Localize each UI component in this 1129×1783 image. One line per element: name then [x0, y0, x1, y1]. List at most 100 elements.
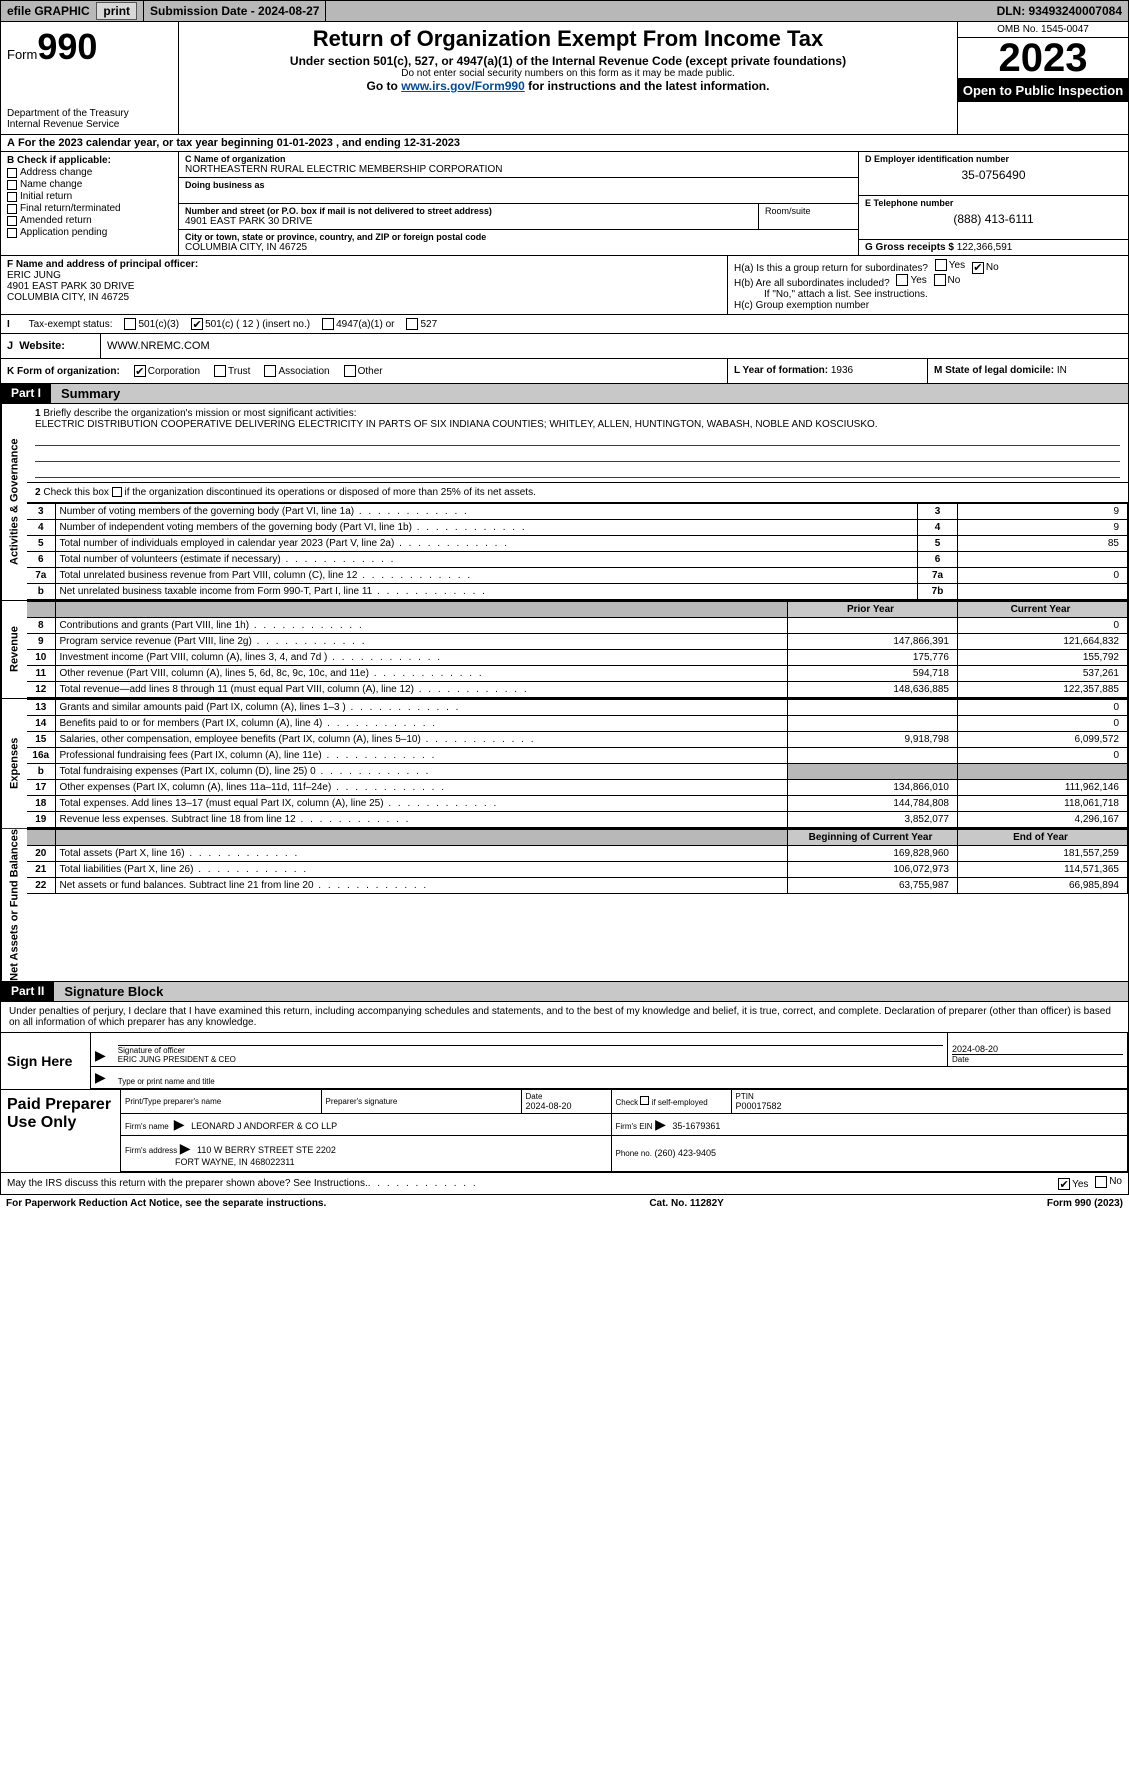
final-return-checkbox[interactable]: [7, 204, 17, 214]
tax-exempt-row: I Tax-exempt status: 501(c)(3) 501(c) ( …: [0, 315, 1129, 334]
firm-ein: 35-1679361: [672, 1121, 720, 1131]
table-row: 3Number of voting members of the governi…: [27, 504, 1128, 520]
table-row: 17Other expenses (Part IX, column (A), l…: [27, 780, 1128, 796]
association-checkbox[interactable]: [264, 365, 276, 377]
perjury-declaration: Under penalties of perjury, I declare th…: [0, 1002, 1129, 1033]
discontinued-checkbox[interactable]: [112, 487, 122, 497]
website-row: J Website: WWW.NREMC.COM: [0, 334, 1129, 359]
netassets-section: Net Assets or Fund Balances Beginning of…: [0, 829, 1129, 982]
hb-no-checkbox[interactable]: [934, 274, 946, 286]
amended-return-checkbox[interactable]: [7, 216, 17, 226]
org-name: NORTHEASTERN RURAL ELECTRIC MEMBERSHIP C…: [185, 164, 852, 175]
self-employed-checkbox[interactable]: [640, 1096, 649, 1105]
dln: DLN: 93493240007084: [997, 4, 1128, 18]
irs-link[interactable]: www.irs.gov/Form990: [401, 79, 525, 93]
ha-yes-checkbox[interactable]: [935, 259, 947, 271]
other-checkbox[interactable]: [344, 365, 356, 377]
table-row: 14Benefits paid to or for members (Part …: [27, 716, 1128, 732]
dept-treasury: Department of the Treasury: [7, 108, 172, 119]
tax-period: A For the 2023 calendar year, or tax yea…: [0, 135, 1129, 152]
prep-date: 2024-08-20: [526, 1101, 572, 1111]
page-footer: For Paperwork Reduction Act Notice, see …: [0, 1195, 1129, 1212]
submission-date: Submission Date - 2024-08-27: [144, 1, 326, 21]
dba-label: Doing business as: [185, 180, 852, 190]
efile-label: efile GRAPHIC print: [1, 1, 144, 21]
part2-header: Part IISignature Block: [0, 982, 1129, 1002]
hb-yes-checkbox[interactable]: [896, 274, 908, 286]
discuss-yes-checkbox[interactable]: [1058, 1178, 1070, 1190]
discuss-row: May the IRS discuss this return with the…: [0, 1173, 1129, 1195]
501c3-checkbox[interactable]: [124, 318, 136, 330]
initial-return-checkbox[interactable]: [7, 192, 17, 202]
firm-name: LEONARD J ANDORFER & CO LLP: [191, 1121, 337, 1131]
revenue-section: Revenue Prior YearCurrent Year 8Contribu…: [0, 601, 1129, 699]
table-row: 7aTotal unrelated business revenue from …: [27, 568, 1128, 584]
table-row: 8Contributions and grants (Part VIII, li…: [27, 618, 1128, 634]
expenses-tab: Expenses: [1, 699, 27, 828]
table-row: 15Salaries, other compensation, employee…: [27, 732, 1128, 748]
revenue-table: Prior YearCurrent Year 8Contributions an…: [27, 601, 1128, 698]
address-change-checkbox[interactable]: [7, 168, 17, 178]
corporation-checkbox[interactable]: [134, 365, 146, 377]
table-row: 13Grants and similar amounts paid (Part …: [27, 700, 1128, 716]
paid-preparer-block: Paid Preparer Use Only Print/Type prepar…: [0, 1090, 1129, 1173]
ptin: P00017582: [736, 1101, 782, 1111]
table-row: bTotal fundraising expenses (Part IX, co…: [27, 764, 1128, 780]
paid-preparer-label: Paid Preparer Use Only: [1, 1090, 121, 1172]
table-row: 9Program service revenue (Part VIII, lin…: [27, 634, 1128, 650]
table-row: 4Number of independent voting members of…: [27, 520, 1128, 536]
print-button[interactable]: print: [96, 2, 137, 20]
application-pending-checkbox[interactable]: [7, 228, 17, 238]
sign-date: 2024-08-20: [952, 1044, 998, 1054]
expenses-section: Expenses 13Grants and similar amounts pa…: [0, 699, 1129, 829]
identity-block: B Check if applicable: Address change Na…: [0, 152, 1129, 256]
501c-checkbox[interactable]: [191, 318, 203, 330]
top-toolbar: efile GRAPHIC print Submission Date - 20…: [0, 0, 1129, 22]
open-inspection: Open to Public Inspection: [958, 79, 1128, 102]
governance-section: Activities & Governance 1 Briefly descri…: [0, 404, 1129, 601]
table-row: bNet unrelated business taxable income f…: [27, 584, 1128, 600]
table-row: 10Investment income (Part VIII, column (…: [27, 650, 1128, 666]
room-suite: Room/suite: [765, 206, 852, 216]
org-city: COLUMBIA CITY, IN 46725: [185, 242, 852, 253]
section-c: C Name of organizationNORTHEASTERN RURAL…: [179, 152, 858, 255]
cat-no: Cat. No. 11282Y: [649, 1198, 723, 1209]
527-checkbox[interactable]: [406, 318, 418, 330]
part1-header: Part ISummary: [0, 384, 1129, 404]
ssn-warning: Do not enter social security numbers on …: [185, 68, 951, 79]
ha-no-checkbox[interactable]: [972, 262, 984, 274]
mission-block: 1 Briefly describe the organization's mi…: [27, 404, 1128, 483]
org-address: 4901 EAST PARK 30 DRIVE: [185, 216, 752, 227]
table-row: 20Total assets (Part X, line 16)169,828,…: [27, 846, 1128, 862]
name-change-checkbox[interactable]: [7, 180, 17, 190]
section-deg: D Employer identification number35-07564…: [858, 152, 1128, 255]
gross-receipts: 122,366,591: [957, 242, 1013, 253]
table-row: 5Total number of individuals employed in…: [27, 536, 1128, 552]
line2: 2 Check this box if the organization dis…: [27, 483, 1128, 503]
discuss-no-checkbox[interactable]: [1095, 1176, 1107, 1188]
sign-here-label: Sign Here: [1, 1033, 91, 1089]
officer-group-block: F Name and address of principal officer:…: [0, 256, 1129, 315]
table-row: 22Net assets or fund balances. Subtract …: [27, 878, 1128, 894]
governance-tab: Activities & Governance: [1, 404, 27, 600]
telephone: (888) 413-6111: [865, 212, 1122, 226]
firm-addr2: FORT WAYNE, IN 468022311: [175, 1157, 295, 1167]
netassets-table: Beginning of Current YearEnd of Year 20T…: [27, 829, 1128, 894]
table-row: 21Total liabilities (Part X, line 26)106…: [27, 862, 1128, 878]
4947-checkbox[interactable]: [322, 318, 334, 330]
state-domicile: IN: [1057, 365, 1067, 376]
netassets-tab: Net Assets or Fund Balances: [1, 829, 27, 981]
tax-year: 2023: [958, 38, 1128, 79]
sign-block: Sign Here ▶ Signature of officerERIC JUN…: [0, 1033, 1129, 1090]
firm-addr1: 110 W BERRY STREET STE 2202: [197, 1145, 336, 1155]
trust-checkbox[interactable]: [214, 365, 226, 377]
mission-text: ELECTRIC DISTRIBUTION COOPERATIVE DELIVE…: [35, 419, 878, 430]
firm-phone: (260) 423-9405: [655, 1148, 717, 1158]
table-row: 6Total number of volunteers (estimate if…: [27, 552, 1128, 568]
officer-name: ERIC JUNG: [7, 270, 61, 281]
table-row: 19Revenue less expenses. Subtract line 1…: [27, 812, 1128, 828]
table-row: 12Total revenue—add lines 8 through 11 (…: [27, 682, 1128, 698]
governance-table: 3Number of voting members of the governi…: [27, 503, 1128, 600]
group-exemption: H(c) Group exemption number: [734, 300, 1122, 311]
irs-label: Internal Revenue Service: [7, 119, 172, 130]
